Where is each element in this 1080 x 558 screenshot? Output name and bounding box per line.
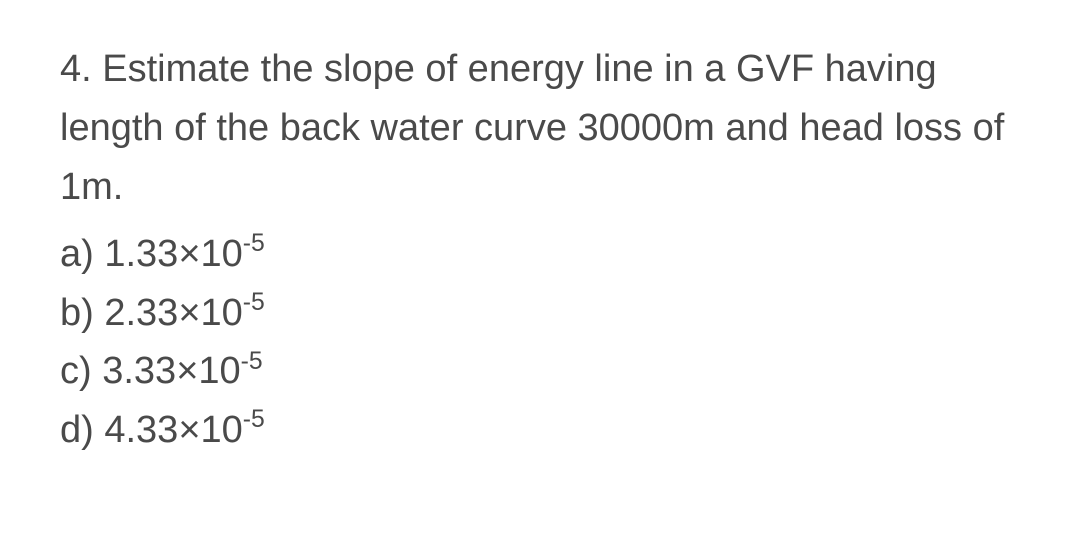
option-times: ×10 bbox=[178, 409, 242, 451]
option-b: b) 2.33×10-5 bbox=[60, 284, 1020, 343]
option-label: b) bbox=[60, 292, 94, 334]
option-d: d) 4.33×10-5 bbox=[60, 401, 1020, 460]
option-mantissa: 1.33 bbox=[104, 233, 178, 275]
option-times: ×10 bbox=[176, 350, 240, 392]
option-mantissa: 3.33 bbox=[102, 350, 176, 392]
option-exponent: -5 bbox=[241, 348, 263, 375]
option-label: c) bbox=[60, 350, 92, 392]
options-list: a) 1.33×10-5 b) 2.33×10-5 c) 3.33×10-5 d… bbox=[60, 225, 1020, 461]
question-number: 4. bbox=[60, 48, 92, 90]
option-times: ×10 bbox=[178, 292, 242, 334]
question-body: Estimate the slope of energy line in a G… bbox=[60, 48, 1004, 208]
option-times: ×10 bbox=[178, 233, 242, 275]
option-exponent: -5 bbox=[243, 230, 265, 257]
option-mantissa: 4.33 bbox=[104, 409, 178, 451]
option-a: a) 1.33×10-5 bbox=[60, 225, 1020, 284]
option-exponent: -5 bbox=[243, 406, 265, 433]
option-c: c) 3.33×10-5 bbox=[60, 342, 1020, 401]
question-text: 4. Estimate the slope of energy line in … bbox=[60, 40, 1020, 217]
option-mantissa: 2.33 bbox=[104, 292, 178, 334]
option-label: d) bbox=[60, 409, 94, 451]
option-label: a) bbox=[60, 233, 94, 275]
option-exponent: -5 bbox=[243, 289, 265, 316]
